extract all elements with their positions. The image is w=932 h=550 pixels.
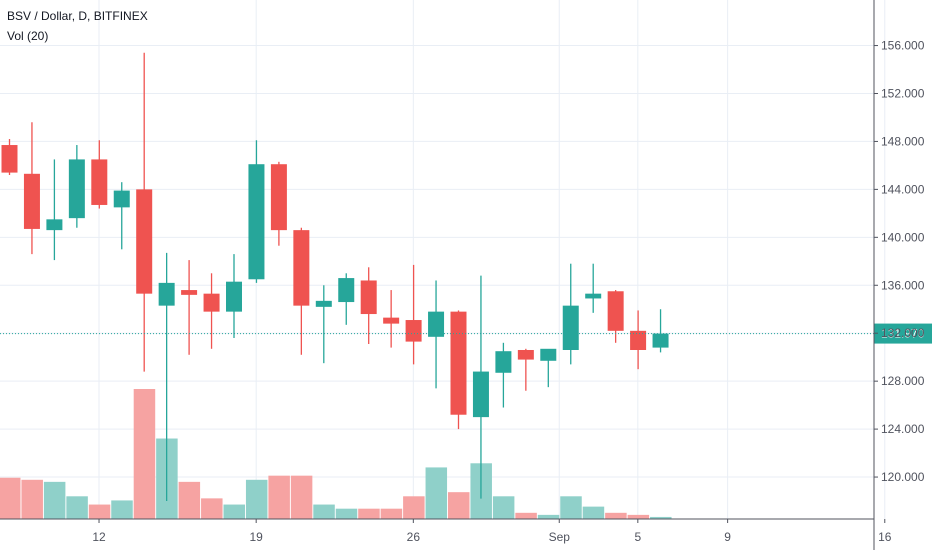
candle-body bbox=[630, 330, 647, 350]
volume-bar bbox=[605, 512, 627, 519]
candle-body bbox=[91, 159, 108, 205]
x-tick-label: 16 bbox=[878, 530, 892, 544]
volume-bar bbox=[425, 467, 448, 519]
y-tick-label: 140.000 bbox=[881, 230, 925, 244]
volume-bar bbox=[582, 506, 605, 519]
candle-body bbox=[383, 317, 400, 324]
candle-body bbox=[248, 164, 265, 280]
volume-bar bbox=[290, 475, 313, 519]
x-tick-label: 12 bbox=[92, 530, 106, 544]
candle-body bbox=[338, 278, 355, 303]
volume-bar bbox=[403, 496, 425, 519]
volume-bar bbox=[560, 496, 582, 519]
x-tick-label: Sep bbox=[549, 530, 571, 544]
x-tick-label: 19 bbox=[249, 530, 263, 544]
candle-body bbox=[46, 219, 63, 231]
y-tick-label: 148.000 bbox=[881, 134, 925, 148]
x-tick-label: 9 bbox=[724, 530, 731, 544]
volume-bar bbox=[21, 479, 43, 519]
candle-body bbox=[315, 300, 332, 307]
candle-body bbox=[607, 291, 624, 331]
y-tick-label: 124.000 bbox=[881, 422, 925, 436]
candle-body bbox=[68, 159, 85, 219]
y-tick-label: 152.000 bbox=[881, 86, 925, 100]
volume-bar bbox=[268, 475, 290, 519]
candle-body bbox=[472, 371, 489, 418]
volume-bar bbox=[380, 508, 403, 519]
last-price-line: 131.970 bbox=[0, 323, 932, 344]
volume-bar bbox=[515, 512, 537, 519]
grid bbox=[0, 0, 886, 519]
x-tick-label: 26 bbox=[407, 530, 421, 544]
candle-body bbox=[158, 282, 175, 306]
candles bbox=[1, 52, 669, 502]
candle-body bbox=[226, 281, 242, 312]
candle-body bbox=[203, 293, 220, 312]
y-tick-label: 136.000 bbox=[881, 278, 925, 292]
candle-body bbox=[1, 145, 18, 173]
y-tick-label: 132.000 bbox=[881, 326, 925, 340]
y-tick-label: 120.000 bbox=[881, 470, 925, 484]
candle-body bbox=[428, 311, 445, 337]
y-tick-label: 156.000 bbox=[881, 39, 925, 53]
x-tick-label: 5 bbox=[634, 530, 641, 544]
candle-body bbox=[113, 190, 130, 208]
volume-bar bbox=[66, 496, 88, 519]
volume-bar bbox=[335, 508, 358, 519]
chart-title: BSV / Dollar, D, BITFINEX bbox=[7, 9, 148, 23]
candle-body bbox=[495, 351, 512, 373]
volume-bar bbox=[627, 514, 650, 519]
candle-body bbox=[450, 311, 467, 415]
volume-bar bbox=[178, 481, 201, 519]
candle-body bbox=[136, 189, 153, 294]
candle-body bbox=[181, 290, 198, 295]
y-tick-label: 144.000 bbox=[881, 182, 925, 196]
volume-bar bbox=[43, 481, 66, 519]
y-tick-label: 128.000 bbox=[881, 374, 925, 388]
volume-bar bbox=[111, 500, 133, 519]
volume-bar bbox=[0, 477, 21, 519]
volume-bars bbox=[0, 389, 672, 519]
candle-body bbox=[405, 320, 422, 342]
volume-bar bbox=[223, 504, 245, 519]
volume-bar bbox=[133, 389, 156, 519]
candle-body bbox=[652, 333, 669, 348]
volume-indicator-label: Vol (20) bbox=[7, 29, 49, 43]
volume-bar bbox=[88, 504, 111, 519]
volume-bar bbox=[448, 492, 470, 519]
candle-body bbox=[540, 348, 557, 361]
candle-body bbox=[585, 293, 602, 299]
last-price-label: 131.970 bbox=[881, 327, 925, 341]
candle-body bbox=[23, 173, 40, 229]
volume-bar bbox=[537, 514, 560, 519]
volume-bar bbox=[313, 504, 335, 519]
volume-bar bbox=[201, 498, 223, 519]
candle-body bbox=[360, 280, 377, 315]
candle-body bbox=[270, 164, 287, 231]
volume-bar bbox=[245, 479, 268, 519]
volume-bar bbox=[650, 516, 672, 519]
candle-body bbox=[293, 230, 310, 306]
candle-body bbox=[562, 305, 579, 350]
volume-bar bbox=[492, 496, 515, 519]
last-price-badge bbox=[874, 323, 932, 344]
candle-body bbox=[517, 349, 534, 360]
volume-bar bbox=[358, 508, 380, 519]
